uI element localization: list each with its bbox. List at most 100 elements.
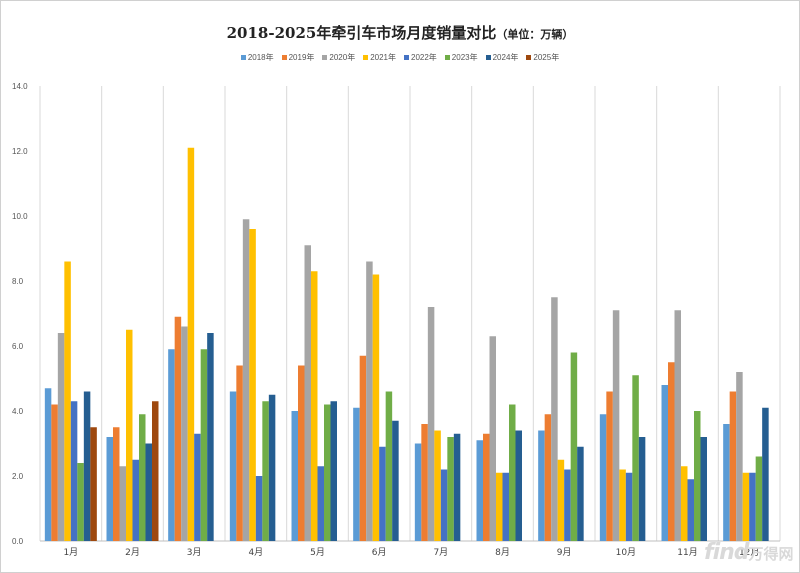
x-tick-label: 11月 (677, 547, 697, 558)
chart-legend: 2018年 2019年 2020年 2021年 2022年 2023年 2024年 2025年 (0, 52, 800, 63)
bar (440, 469, 448, 541)
bar (70, 401, 78, 541)
bar (515, 430, 522, 541)
legend-swatch (404, 55, 409, 60)
bar (427, 307, 435, 541)
bar (330, 401, 337, 541)
bar (489, 336, 496, 541)
bar (168, 349, 175, 541)
x-tick-label: 1月 (63, 547, 78, 558)
y-tick-label: 14.0 (12, 82, 28, 91)
x-tick-label: 8月 (495, 547, 510, 558)
y-tick-label: 10.0 (12, 212, 28, 221)
bar (139, 414, 146, 541)
x-tick-label: 3月 (187, 547, 202, 558)
x-tick-label: 10月 (616, 547, 636, 558)
bar (200, 349, 208, 541)
bar (638, 437, 646, 541)
legend-swatch (363, 55, 369, 60)
chart-title-text: 2018-2025年牵引车市场月度销量对比 (226, 24, 497, 42)
bar (577, 446, 584, 541)
legend-item: 2025年 (526, 52, 559, 63)
legend-item: 2022年 (404, 52, 437, 63)
bar (304, 245, 311, 541)
bar (447, 437, 454, 541)
bar (762, 407, 769, 541)
bar (359, 355, 367, 541)
legend-label: 2023年 (451, 53, 478, 62)
y-tick-label: 8.0 (12, 277, 24, 286)
bar (694, 411, 701, 541)
legend-label: 2020年 (329, 53, 356, 62)
bar (625, 472, 633, 541)
bar (496, 472, 503, 541)
bar (126, 329, 133, 541)
bar (483, 433, 490, 541)
bar (742, 472, 750, 541)
bar (291, 411, 298, 541)
bar (106, 437, 113, 541)
bar (674, 310, 681, 541)
legend-label: 2025年 (533, 53, 560, 62)
bar (385, 391, 393, 541)
bar (632, 375, 639, 541)
bar (262, 401, 269, 541)
bar (687, 479, 694, 541)
bar (132, 459, 139, 541)
bar (723, 424, 730, 541)
bar (557, 459, 565, 541)
bar (255, 476, 263, 541)
bar (612, 310, 620, 541)
y-tick-label: 4.0 (12, 407, 24, 416)
legend-label: 2022年 (411, 53, 437, 62)
bar (181, 326, 188, 541)
bar (77, 463, 84, 541)
bar (619, 469, 626, 541)
bar (207, 333, 214, 541)
legend-label: 2024年 (492, 53, 519, 62)
bar (366, 261, 373, 541)
bar (736, 372, 743, 541)
bar (421, 424, 428, 541)
legend-swatch (281, 55, 287, 60)
x-tick-label: 2月 (125, 547, 140, 558)
bar (249, 229, 256, 541)
bar (317, 466, 324, 541)
bar (606, 391, 613, 541)
x-tick-label: 4月 (248, 547, 263, 558)
bar (83, 391, 91, 541)
bar (113, 427, 120, 541)
bar (661, 385, 668, 541)
bar (414, 443, 422, 541)
bar (64, 261, 71, 541)
legend-item: 2019年 (281, 52, 314, 63)
bar (509, 404, 516, 541)
bar (236, 365, 243, 541)
legend-swatch (526, 55, 532, 60)
legend-item: 2024年 (485, 52, 519, 63)
legend-label: 2018年 (247, 53, 274, 62)
y-tick-label: 6.0 (12, 342, 24, 351)
bar (379, 446, 386, 541)
bar (51, 404, 58, 541)
legend-swatch (322, 55, 328, 60)
bar (229, 391, 237, 541)
x-tick-label: 6月 (372, 547, 387, 558)
y-tick-label: 12.0 (12, 147, 28, 156)
legend-item: 2018年 (240, 52, 274, 63)
bar (570, 352, 578, 541)
y-tick-label: 0.0 (12, 537, 24, 546)
bar (476, 440, 483, 541)
bar (392, 420, 399, 541)
bar (564, 469, 571, 541)
bar (502, 472, 509, 541)
bar (434, 430, 441, 541)
bar (44, 388, 52, 541)
watermark-cn: 万得网 (748, 545, 794, 563)
watermark-text: find (704, 540, 750, 565)
bar (453, 433, 461, 541)
bar (57, 333, 65, 541)
y-tick-label: 2.0 (12, 472, 24, 481)
bar (729, 391, 737, 541)
